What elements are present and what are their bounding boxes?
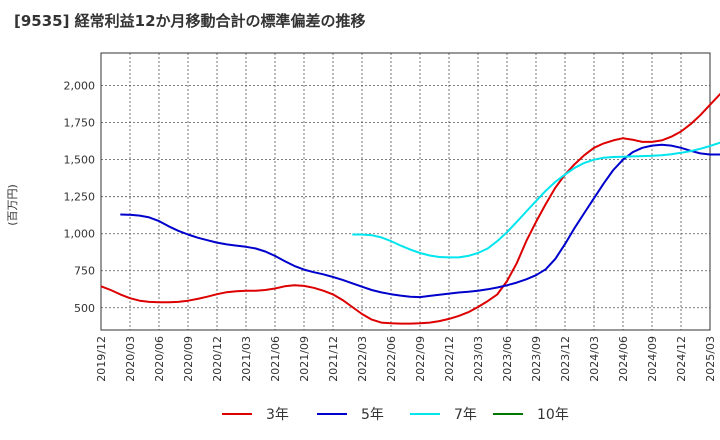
x-tick-label: 2024/03 bbox=[588, 336, 601, 382]
legend: 3年 5年 7年 10年 bbox=[222, 407, 569, 423]
x-tick-label: 2022/09 bbox=[414, 336, 427, 382]
grid-lines bbox=[100, 53, 711, 330]
x-tick-label: 2019/12 bbox=[95, 336, 108, 382]
legend-label: 3年 bbox=[266, 407, 289, 423]
y-tick-label: 1,750 bbox=[64, 117, 96, 130]
legend-label: 10年 bbox=[537, 407, 569, 423]
x-tick-label: 2022/06 bbox=[385, 336, 398, 382]
y-tick-label: 1,250 bbox=[64, 191, 96, 204]
y-tick-label: 500 bbox=[74, 302, 95, 315]
x-axis: 2019/12 2020/03 2020/06 2020/09 2020/12 2021/… bbox=[95, 336, 717, 382]
x-tick-label: 2021/06 bbox=[269, 336, 282, 382]
x-tick-label: 2024/12 bbox=[675, 336, 688, 382]
x-tick-label: 2020/03 bbox=[124, 336, 137, 382]
x-tick-label: 2020/12 bbox=[211, 336, 224, 382]
x-tick-label: 2025/03 bbox=[704, 336, 717, 382]
y-tick-label: 1,000 bbox=[64, 228, 96, 241]
x-tick-label: 2023/03 bbox=[472, 336, 485, 382]
x-tick-label: 2023/12 bbox=[559, 336, 572, 382]
x-tick-label: 2022/03 bbox=[356, 336, 369, 382]
series-line-3年 bbox=[100, 92, 720, 325]
x-tick-label: 2023/09 bbox=[530, 336, 543, 382]
y-axis-label: (百万円) bbox=[6, 184, 19, 226]
x-tick-label: 2020/09 bbox=[182, 336, 195, 382]
y-axis: 500 750 1,000 1,250 1,500 1,750 2,000 bbox=[64, 80, 96, 315]
y-tick-label: 2,000 bbox=[64, 80, 96, 93]
x-tick-label: 2021/03 bbox=[240, 336, 253, 382]
x-tick-label: 2021/09 bbox=[298, 336, 311, 382]
series-lines bbox=[100, 92, 720, 325]
x-tick-label: 2023/06 bbox=[501, 336, 514, 382]
legend-label: 7年 bbox=[454, 407, 477, 423]
x-tick-label: 2021/12 bbox=[327, 336, 340, 382]
y-tick-label: 1,500 bbox=[64, 154, 96, 167]
x-tick-label: 2024/09 bbox=[646, 336, 659, 382]
series-line-7年 bbox=[352, 141, 720, 259]
x-tick-label: 2024/06 bbox=[617, 336, 630, 382]
x-tick-label: 2022/12 bbox=[443, 336, 456, 382]
chart-title: [9535] 経常利益12か月移動合計の標準偏差の推移 bbox=[14, 12, 366, 30]
y-tick-label: 750 bbox=[74, 265, 95, 278]
legend-label: 5年 bbox=[361, 407, 384, 423]
x-tick-label: 2020/06 bbox=[153, 336, 166, 382]
plot-area-border bbox=[100, 52, 711, 331]
